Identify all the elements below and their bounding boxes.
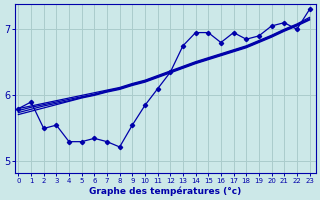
X-axis label: Graphe des températures (°c): Graphe des températures (°c) [89, 186, 241, 196]
